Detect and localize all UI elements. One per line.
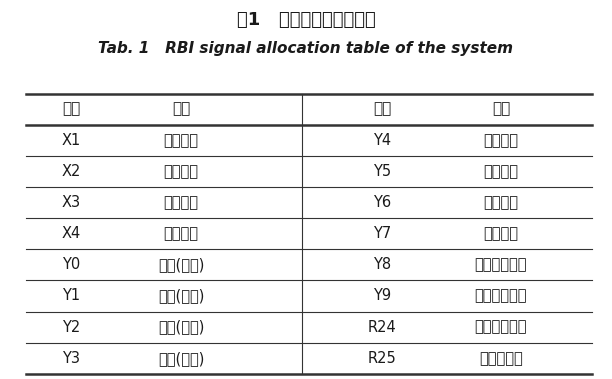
Text: Y6: Y6 — [373, 195, 391, 210]
Text: Y1: Y1 — [62, 288, 81, 304]
Text: 功能: 功能 — [492, 102, 510, 117]
Text: Y0: Y0 — [62, 257, 81, 273]
Text: 上井电铃: 上井电铃 — [483, 164, 518, 179]
Text: Y3: Y3 — [62, 351, 80, 366]
Text: 下井移位复位: 下井移位复位 — [475, 319, 527, 335]
Text: 信号: 信号 — [62, 102, 81, 117]
Text: X3: X3 — [62, 195, 81, 210]
Text: X4: X4 — [62, 226, 81, 241]
Text: Y4: Y4 — [373, 133, 391, 148]
Text: R24: R24 — [368, 319, 397, 335]
Text: Y2: Y2 — [62, 319, 81, 335]
Text: 表1   系统打点信号分配表: 表1 系统打点信号分配表 — [237, 11, 375, 29]
Text: Y8: Y8 — [373, 257, 391, 273]
Text: 井下停点: 井下停点 — [163, 164, 199, 179]
Text: 井上停点: 井上停点 — [163, 226, 199, 241]
Text: Tab. 1   RBI signal allocation table of the system: Tab. 1 RBI signal allocation table of th… — [99, 41, 513, 56]
Text: 车房电铃: 车房电铃 — [483, 195, 518, 210]
Text: X2: X2 — [62, 164, 81, 179]
Text: Y5: Y5 — [373, 164, 391, 179]
Text: 信号: 信号 — [373, 102, 391, 117]
Text: 上移位复位: 上移位复位 — [479, 351, 523, 366]
Text: R25: R25 — [368, 351, 397, 366]
Text: 井下打点: 井下打点 — [163, 133, 199, 148]
Text: 下井电铃: 下井电铃 — [483, 133, 518, 148]
Text: X1: X1 — [62, 133, 81, 148]
Text: 功能: 功能 — [172, 102, 190, 117]
Text: Y7: Y7 — [373, 226, 391, 241]
Text: 下井显示置位: 下井显示置位 — [475, 257, 527, 273]
Text: 上井显示置位: 上井显示置位 — [475, 288, 527, 304]
Text: Y9: Y9 — [373, 288, 391, 304]
Text: 红灯指示: 红灯指示 — [483, 226, 518, 241]
Text: 反快(快下): 反快(快下) — [158, 351, 204, 366]
Text: 井上打点: 井上打点 — [163, 195, 199, 210]
Text: 反慢(慢下): 反慢(慢下) — [158, 319, 204, 335]
Text: 正快(快上): 正快(快上) — [158, 257, 204, 273]
Text: 反快(慢下): 反快(慢下) — [158, 288, 204, 304]
